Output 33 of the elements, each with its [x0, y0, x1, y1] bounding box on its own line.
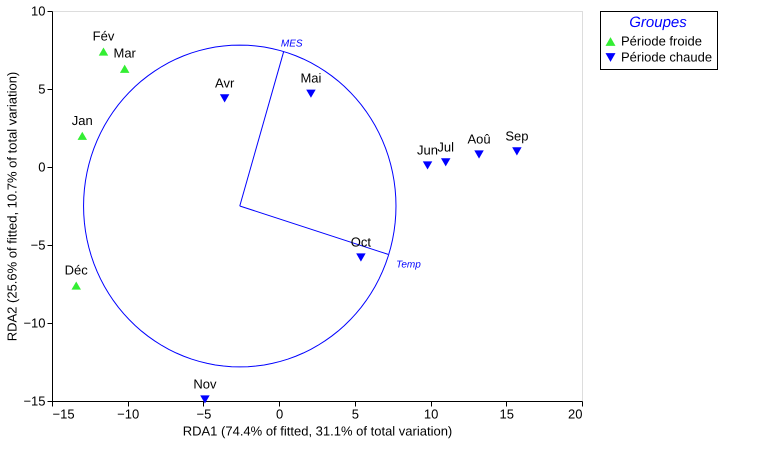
annotation: Mar [113, 46, 137, 61]
x-tick-label: −10 [117, 406, 140, 422]
y-tick-label: 0 [38, 160, 46, 174]
annotation: Aoû [467, 132, 491, 147]
y-tick-label: 10 [31, 4, 46, 18]
x-tick-label: 20 [568, 406, 582, 422]
y-axis-title: RDA2 (25.6% of fitted, 10.7% of total variation) [4, 72, 20, 342]
x-tick-label: −5 [196, 406, 212, 422]
annotation: Fév [92, 28, 115, 44]
x-axis-title: RDA1 (74.4% of fitted, 31.1% of total variation) [182, 424, 452, 438]
annotation: Avr [214, 75, 235, 90]
annotation: Jan [72, 112, 93, 128]
annotation: Déc [64, 262, 88, 278]
annotation: Sep [505, 128, 528, 144]
x-tick-label: 10 [424, 406, 438, 422]
annotation: Jul [437, 139, 454, 154]
y-tick-label: −5 [30, 238, 46, 252]
annotation: Jun [417, 142, 438, 158]
legend-title: Groupes [629, 14, 688, 31]
x-tick-label: 5 [352, 406, 359, 422]
y-tick-label: −15 [23, 394, 46, 408]
y-tick-label: 5 [38, 82, 46, 96]
legend-label: Période froide [621, 34, 702, 48]
series-label: MES [280, 38, 303, 50]
annotation: Nov [193, 376, 217, 392]
annotation: Mai [300, 70, 322, 86]
x-tick-label: 15 [500, 406, 514, 422]
x-tick-label: −15 [52, 406, 75, 422]
y-tick-label: −10 [23, 316, 46, 330]
x-tick-label: 0 [276, 406, 284, 422]
annotation: Oct [350, 234, 372, 250]
legend-label: Période chaude [621, 50, 712, 64]
series-label: Temp [396, 259, 422, 270]
